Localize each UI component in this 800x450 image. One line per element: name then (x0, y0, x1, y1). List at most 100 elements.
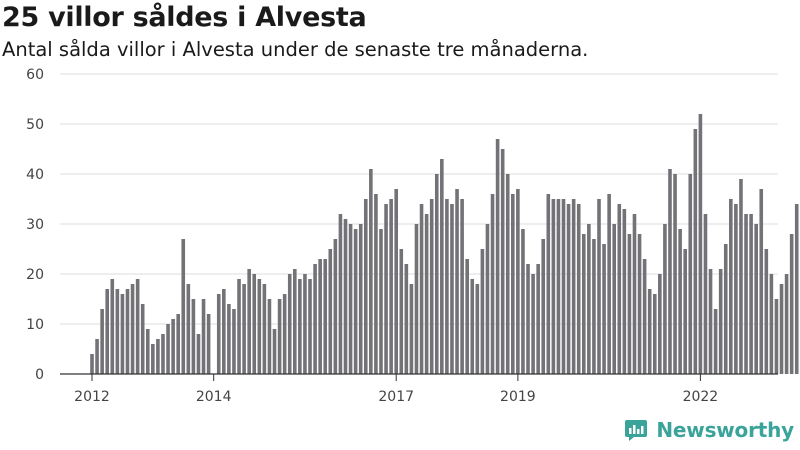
bar (495, 139, 500, 374)
bar (475, 284, 480, 374)
y-tick-label: 50 (26, 117, 44, 133)
brand-name: Newsworthy (656, 418, 794, 442)
bar (779, 284, 784, 374)
y-tick-label: 40 (26, 167, 44, 183)
bar (237, 279, 241, 374)
bar (227, 304, 231, 374)
bar (201, 299, 206, 374)
bar (293, 269, 297, 374)
bar (262, 284, 267, 374)
bar (379, 229, 383, 374)
bar (612, 224, 617, 374)
bar (683, 249, 687, 374)
bar (95, 339, 99, 374)
bar (642, 259, 647, 374)
bar (485, 224, 490, 374)
x-tick-label: 2014 (196, 389, 232, 405)
bar (298, 279, 302, 374)
newsworthy-logo: Newsworthy (624, 418, 794, 442)
bar (718, 269, 723, 374)
bar (739, 179, 743, 374)
bar (647, 289, 652, 374)
bar (338, 214, 343, 374)
bar (257, 279, 262, 374)
y-tick-label: 30 (26, 217, 44, 233)
bar (652, 294, 657, 374)
bar (105, 289, 110, 374)
bar (713, 309, 718, 374)
x-tick-label: 2022 (683, 389, 719, 405)
bar (161, 334, 165, 374)
bar (789, 234, 794, 374)
bar (267, 299, 272, 374)
bar (363, 199, 368, 374)
bar (632, 214, 637, 374)
bar (734, 204, 738, 374)
bar (206, 314, 211, 374)
bar (536, 264, 540, 374)
y-tick-label: 0 (35, 367, 44, 383)
x-tick-label: 2017 (378, 389, 414, 405)
bar-chart-speech-bubble-icon (625, 420, 648, 441)
bar (308, 279, 312, 374)
bar (658, 274, 662, 374)
bar (470, 279, 475, 374)
bar (627, 234, 632, 374)
bar (465, 259, 469, 374)
bar (546, 194, 551, 374)
bar (191, 299, 196, 374)
bar (759, 189, 764, 374)
bar (749, 214, 753, 374)
bar (145, 329, 150, 374)
bar (151, 344, 155, 374)
bar (764, 249, 769, 374)
bar (369, 169, 373, 374)
bar (282, 294, 287, 374)
bar (358, 224, 363, 374)
bar (754, 224, 758, 374)
bar (333, 239, 338, 374)
bar (526, 264, 530, 374)
bar (561, 199, 566, 374)
bar (409, 284, 414, 374)
bar (100, 309, 104, 374)
bar (277, 299, 282, 374)
bar (663, 224, 667, 374)
bar (445, 199, 449, 374)
x-tick-label: 2019 (500, 389, 536, 405)
bar (521, 229, 525, 374)
bar (531, 274, 535, 374)
bar (399, 249, 404, 374)
bar (708, 269, 713, 374)
bar (135, 279, 140, 374)
bar (196, 334, 201, 374)
bar (668, 169, 672, 374)
bar (115, 289, 120, 374)
bar (541, 239, 546, 374)
y-tick-label: 10 (26, 317, 44, 333)
bar (434, 174, 439, 374)
bar (90, 354, 94, 374)
bar (602, 244, 606, 374)
bar (389, 199, 393, 374)
bar (272, 329, 277, 374)
bar (130, 284, 135, 374)
bar (723, 244, 728, 374)
bar (171, 319, 175, 374)
bar (729, 199, 733, 374)
bar (571, 199, 576, 374)
y-tick-label: 20 (26, 267, 44, 283)
bar (120, 294, 125, 374)
bar (581, 234, 586, 374)
bar (794, 204, 799, 374)
bar (414, 224, 419, 374)
bar (374, 194, 378, 374)
bar (303, 274, 307, 374)
bar (698, 114, 703, 374)
bar (622, 209, 627, 374)
bar (592, 239, 596, 374)
bars (90, 114, 799, 374)
bar (384, 204, 388, 374)
bar (176, 314, 180, 374)
